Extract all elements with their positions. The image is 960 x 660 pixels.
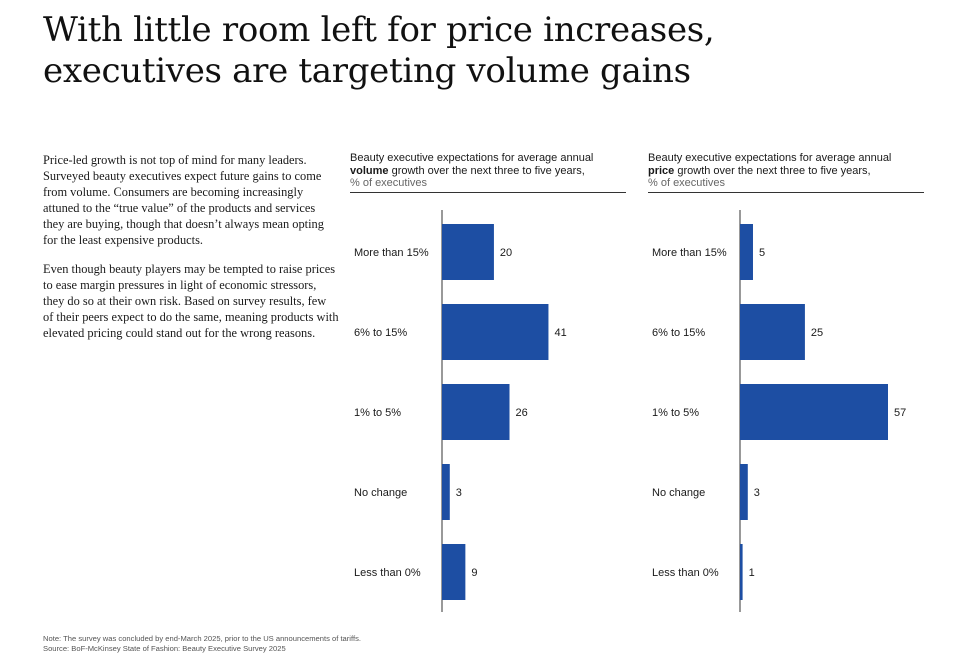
price-value-label: 25 xyxy=(811,327,823,339)
price-chart-unit: % of executives xyxy=(648,177,726,189)
volume-bar-6-to-15 xyxy=(442,304,549,360)
price-chart-title-bold: price xyxy=(648,164,675,177)
price-bar-less-than-0 xyxy=(740,544,743,600)
price-value-label: 1 xyxy=(749,567,755,579)
footer-source: Source: BoF-McKinsey State of Fashion: B… xyxy=(43,644,286,653)
price-category-label: No change xyxy=(652,487,705,499)
price-value-label: 57 xyxy=(894,407,906,419)
volume-value-label: 3 xyxy=(456,487,462,499)
price-category-label: 1% to 5% xyxy=(652,407,699,419)
volume-category-label: 1% to 5% xyxy=(354,407,401,419)
price-chart-title-post: growth over the next three to five years… xyxy=(677,164,871,177)
volume-category-label: 6% to 15% xyxy=(354,327,407,339)
price-category-label: More than 15% xyxy=(652,247,727,259)
price-growth-chart: More than 15% 5 6% to 15% 25 1% to 5% 57 No ch… xyxy=(652,210,906,612)
price-bar-more-than-15 xyxy=(740,224,753,280)
volume-chart-title-bold: volume xyxy=(350,164,389,177)
volume-bar-more-than-15 xyxy=(442,224,494,280)
price-category-label: Less than 0% xyxy=(652,567,719,579)
body-paragraph-1: Price-led growth is not top of mind for … xyxy=(43,153,324,247)
price-value-label: 5 xyxy=(759,247,765,259)
volume-category-label: Less than 0% xyxy=(354,567,421,579)
price-bar-6-to-15 xyxy=(740,304,805,360)
price-value-label: 3 xyxy=(754,487,760,499)
volume-bar-less-than-0 xyxy=(442,544,466,600)
volume-growth-chart: More than 15% 20 6% to 15% 41 1% to 5% 26 No c… xyxy=(354,210,567,612)
volume-chart-unit: % of executives xyxy=(350,177,428,189)
body-text: Price-led growth is not top of mind for … xyxy=(43,152,339,354)
footer: Note: The survey was concluded by end-Ma… xyxy=(43,634,361,654)
volume-bar-1-to-5 xyxy=(442,384,510,440)
volume-chart-title-post: growth over the next three to five years… xyxy=(391,164,585,177)
page-title: With little room left for price increase… xyxy=(43,10,943,92)
price-chart-header: Beauty executive expectations for averag… xyxy=(648,152,924,193)
price-bar-1-to-5 xyxy=(740,384,888,440)
price-chart-title-pre: Beauty executive expectations for averag… xyxy=(648,152,892,164)
volume-value-label: 20 xyxy=(500,247,512,259)
price-bar-no-change xyxy=(740,464,748,520)
body-paragraph-2: Even though beauty players may be tempte… xyxy=(43,262,339,340)
volume-category-label: No change xyxy=(354,487,407,499)
title-line-1: With little room left for price increase… xyxy=(43,10,715,50)
volume-bar-no-change xyxy=(442,464,450,520)
volume-chart-header: Beauty executive expectations for averag… xyxy=(350,152,626,193)
price-category-label: 6% to 15% xyxy=(652,327,705,339)
volume-value-label: 26 xyxy=(516,407,528,419)
volume-chart-title-pre: Beauty executive expectations for averag… xyxy=(350,152,594,164)
title-line-2: executives are targeting volume gains xyxy=(43,51,691,91)
volume-value-label: 9 xyxy=(471,567,477,579)
volume-value-label: 41 xyxy=(554,327,566,339)
volume-category-label: More than 15% xyxy=(354,247,429,259)
footer-note: Note: The survey was concluded by end-Ma… xyxy=(43,634,361,643)
